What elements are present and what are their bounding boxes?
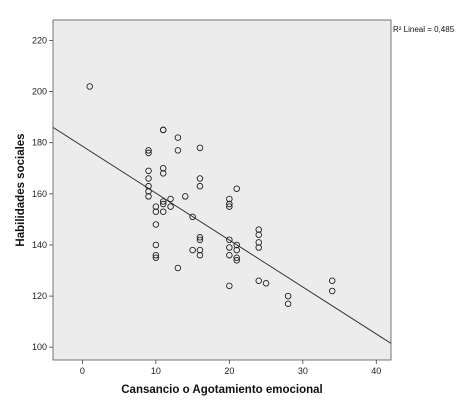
data-point xyxy=(159,198,167,205)
data-point xyxy=(255,231,262,238)
data-point xyxy=(152,208,160,215)
data-point xyxy=(86,83,93,90)
r2-label: R² Lineal = 0,485 xyxy=(393,25,455,34)
data-point xyxy=(159,170,167,177)
data-point xyxy=(226,251,233,259)
data-point xyxy=(262,280,270,287)
data-point xyxy=(196,234,204,241)
data-point xyxy=(284,292,292,300)
data-point xyxy=(233,241,240,249)
data-point xyxy=(284,300,292,308)
data-point xyxy=(152,203,160,210)
data-point xyxy=(159,200,167,208)
x-tick-label: 10 xyxy=(151,366,161,376)
x-tick-label: 40 xyxy=(371,366,381,376)
data-point xyxy=(233,185,240,192)
data-point xyxy=(196,236,204,244)
y-axis-title: Habilidades sociales xyxy=(15,133,27,246)
data-point xyxy=(233,246,240,254)
data-point xyxy=(189,246,196,254)
data-point xyxy=(159,208,167,215)
y-tick-label: 200 xyxy=(32,87,47,97)
data-point xyxy=(226,195,233,203)
y-tick-label: 180 xyxy=(32,138,47,148)
data-point xyxy=(159,126,167,134)
data-point xyxy=(145,182,152,190)
data-point xyxy=(328,287,336,295)
data-point xyxy=(196,246,204,254)
y-tick-label: 220 xyxy=(32,35,47,45)
data-point xyxy=(196,175,204,182)
y-tick-label: 120 xyxy=(32,291,47,301)
plot-area xyxy=(52,19,392,361)
data-point xyxy=(226,200,233,208)
data-points xyxy=(86,83,336,308)
data-point xyxy=(167,195,174,203)
data-point xyxy=(167,203,174,210)
data-point xyxy=(152,221,160,228)
data-point xyxy=(233,254,240,261)
data-point xyxy=(226,282,233,290)
data-point xyxy=(145,147,152,154)
data-point xyxy=(226,236,233,244)
y-tick-label: 100 xyxy=(32,342,47,352)
data-point xyxy=(174,147,182,154)
x-axis-title: Cansancio o Agotamiento emocional xyxy=(121,384,323,396)
data-point xyxy=(182,193,189,200)
data-point xyxy=(152,251,160,259)
data-point xyxy=(145,193,152,200)
data-point xyxy=(255,226,262,233)
data-point xyxy=(174,134,182,141)
x-tick-label: 30 xyxy=(298,366,308,376)
data-point xyxy=(255,277,262,285)
data-point xyxy=(196,251,204,259)
data-point xyxy=(152,241,160,249)
y-axis: 100 120 140 160 180 200 220 xyxy=(32,35,53,352)
x-tick-label: 20 xyxy=(224,366,234,376)
data-point xyxy=(196,144,204,152)
fit-line xyxy=(52,126,392,344)
data-point xyxy=(196,182,204,190)
data-point xyxy=(226,203,233,210)
data-point xyxy=(255,244,262,251)
y-tick-label: 160 xyxy=(32,189,47,199)
data-point xyxy=(145,167,152,175)
x-axis: 0 10 20 30 40 xyxy=(80,360,381,376)
data-point xyxy=(145,175,152,182)
x-tick-label: 0 xyxy=(80,366,85,376)
data-point xyxy=(226,244,233,251)
data-point xyxy=(174,264,182,272)
data-point xyxy=(255,239,262,246)
data-point xyxy=(152,254,160,261)
data-point xyxy=(159,165,167,172)
data-point xyxy=(145,188,152,195)
y-tick-label: 140 xyxy=(32,240,47,250)
data-point xyxy=(145,149,152,157)
data-point xyxy=(233,257,240,264)
data-point xyxy=(189,213,196,221)
data-point xyxy=(328,277,336,285)
